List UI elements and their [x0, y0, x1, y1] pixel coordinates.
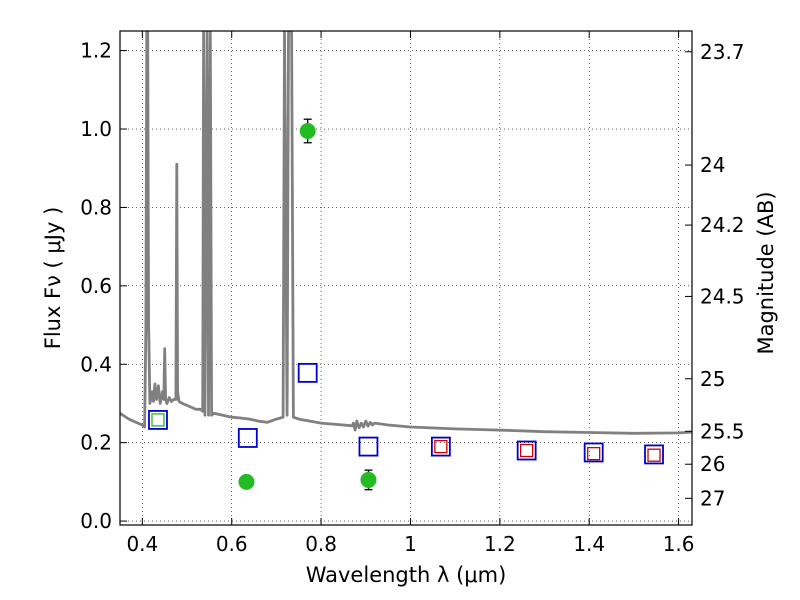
y-tick-label: 0.0 — [80, 509, 112, 533]
small-flux-square — [434, 439, 448, 454]
y-tick-label: 1.2 — [80, 39, 112, 63]
small-flux-square — [520, 443, 534, 458]
y-tick-label: 0.6 — [80, 274, 112, 298]
y-tick-label: 0.8 — [80, 195, 112, 219]
detection-point — [238, 473, 255, 490]
x-tick-label: 1.6 — [663, 532, 695, 556]
y-tick-label: 1.0 — [80, 117, 112, 141]
small-flux-square — [647, 448, 661, 462]
x-tick-label: 0.4 — [126, 532, 158, 556]
detection-point — [360, 471, 377, 488]
y2-tick-label: 24.5 — [700, 284, 745, 308]
x-tick-label: 1.4 — [573, 532, 605, 556]
model-flux-square — [430, 436, 451, 457]
y2-tick-label: 27 — [700, 486, 725, 510]
model-spectrum — [120, 31, 692, 435]
model-flux-square — [297, 362, 318, 383]
x-tick-label: 1 — [404, 532, 417, 556]
model-flux-square — [358, 436, 379, 457]
y-tick-label: 0.4 — [80, 352, 112, 376]
model-flux-square — [583, 442, 604, 463]
y2-tick-label: 24.2 — [700, 213, 745, 237]
model-flux-square — [644, 444, 664, 465]
y-tick-label: 0.2 — [80, 431, 112, 455]
photometry-points — [148, 118, 664, 491]
small-flux-square — [151, 413, 165, 427]
model-spectrum-line — [120, 31, 692, 435]
model-flux-square — [516, 440, 537, 461]
model-flux-square — [148, 410, 168, 430]
axis-ticks: 0.4 0.6 0.8 1 1.2 1.4 1.6 0.0 0.2 0.4 0.6 0.8 1.0 1.2… — [80, 31, 745, 556]
y2-tick-label: 25.5 — [700, 419, 745, 443]
x-tick-label: 0.8 — [305, 532, 337, 556]
y2-axis-label: Magnitude (AB) — [754, 191, 778, 354]
x-axis-label: Wavelength λ (μm) — [306, 563, 507, 587]
y2-tick-label: 23.7 — [700, 40, 745, 64]
x-tick-label: 0.6 — [216, 532, 248, 556]
y2-tick-label: 24 — [700, 153, 725, 177]
y2-tick-label: 25 — [700, 367, 725, 391]
model-flux-square — [237, 428, 258, 448]
x-tick-label: 1.2 — [484, 532, 516, 556]
small-flux-square — [587, 446, 601, 461]
y2-tick-label: 26 — [700, 452, 725, 476]
y-axis-label: Flux Fν ( μJy ) — [41, 207, 65, 350]
plot-frame — [119, 30, 693, 526]
detection-point — [299, 122, 316, 139]
